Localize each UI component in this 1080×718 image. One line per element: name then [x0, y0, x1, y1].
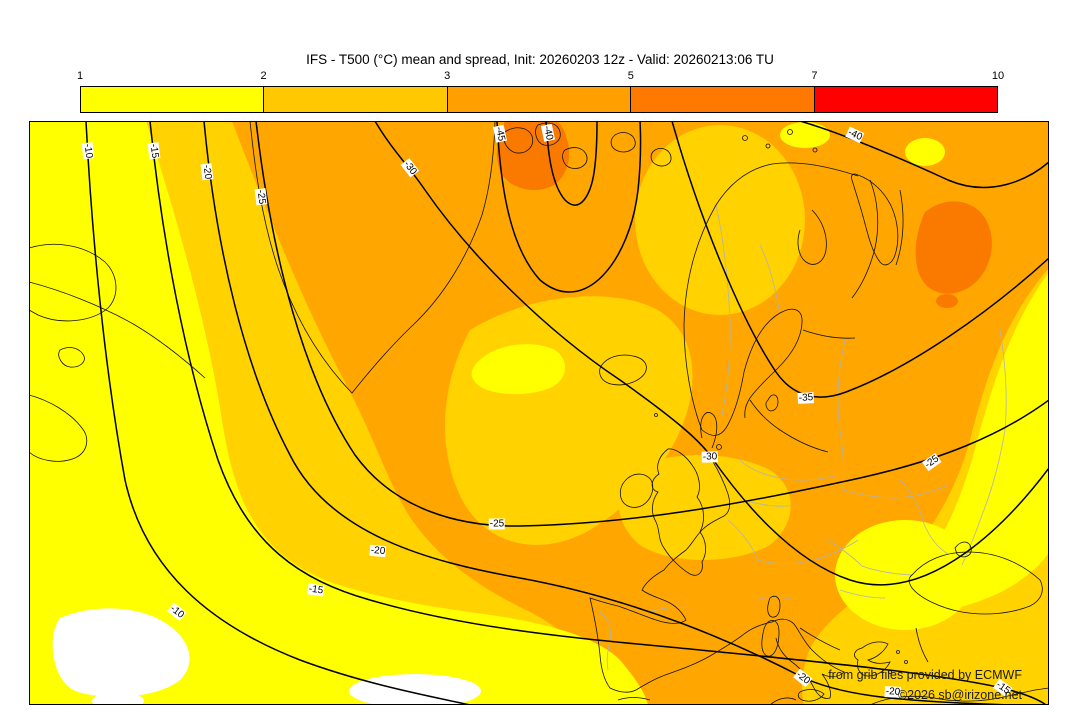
- contour-label--15-13: -15: [307, 583, 325, 597]
- spread-fill-layers: [29, 121, 1049, 705]
- contour-minus10: [85, 121, 471, 705]
- attribution-source: from grib files provided by ECMWF: [828, 668, 1022, 682]
- contour-label--25-11: -25: [488, 518, 506, 530]
- contour-label--20-12: -20: [369, 544, 387, 558]
- contour-label--30-9: -30: [701, 451, 719, 463]
- weather-map: [29, 121, 1049, 705]
- colorbar-segment-4: [814, 87, 998, 112]
- colorbar-tick-5: 5: [627, 70, 634, 82]
- temperature-contours: [85, 121, 1049, 705]
- contour-label--35-8: -35: [797, 392, 815, 404]
- coastlines: [29, 121, 1049, 705]
- spread-colorbar: [80, 86, 998, 113]
- colorbar-tick-2: 2: [260, 70, 267, 82]
- contour-minus20: [203, 121, 1011, 705]
- colorbar-segment-1: [264, 87, 448, 112]
- contour-minus40-loop: [545, 121, 598, 206]
- contour-minus30: [374, 121, 1049, 586]
- contour-label--15-1: -15: [147, 142, 161, 160]
- colorbar-segment-2: [447, 87, 632, 112]
- contour-minus45-loop: [496, 121, 642, 293]
- colorbar-tick-10: 10: [991, 70, 1005, 82]
- contour-label--25-3: -25: [254, 188, 268, 206]
- map-area: [29, 121, 1049, 705]
- chart-title: IFS - T500 (°C) mean and spread, Init: 2…: [306, 52, 774, 67]
- attribution-copyright: ©2026 sb@irizone.net: [897, 688, 1022, 702]
- contour-label--10-0: -10: [81, 142, 95, 160]
- colorbar-tick-1: 1: [76, 70, 84, 82]
- map-border: [29, 121, 1049, 705]
- contour-minus25: [255, 121, 1049, 527]
- country-borders: [599, 204, 1007, 671]
- contour-minus40-east: [799, 121, 1049, 189]
- contour-minus15: [149, 121, 1047, 705]
- colorbar-segment-0: [81, 87, 265, 112]
- colorbar-segment-3: [631, 87, 815, 112]
- colorbar-tick-3: 3: [444, 70, 451, 82]
- contour-label--20-2: -20: [200, 163, 214, 181]
- colorbar-tick-7: 7: [811, 70, 818, 82]
